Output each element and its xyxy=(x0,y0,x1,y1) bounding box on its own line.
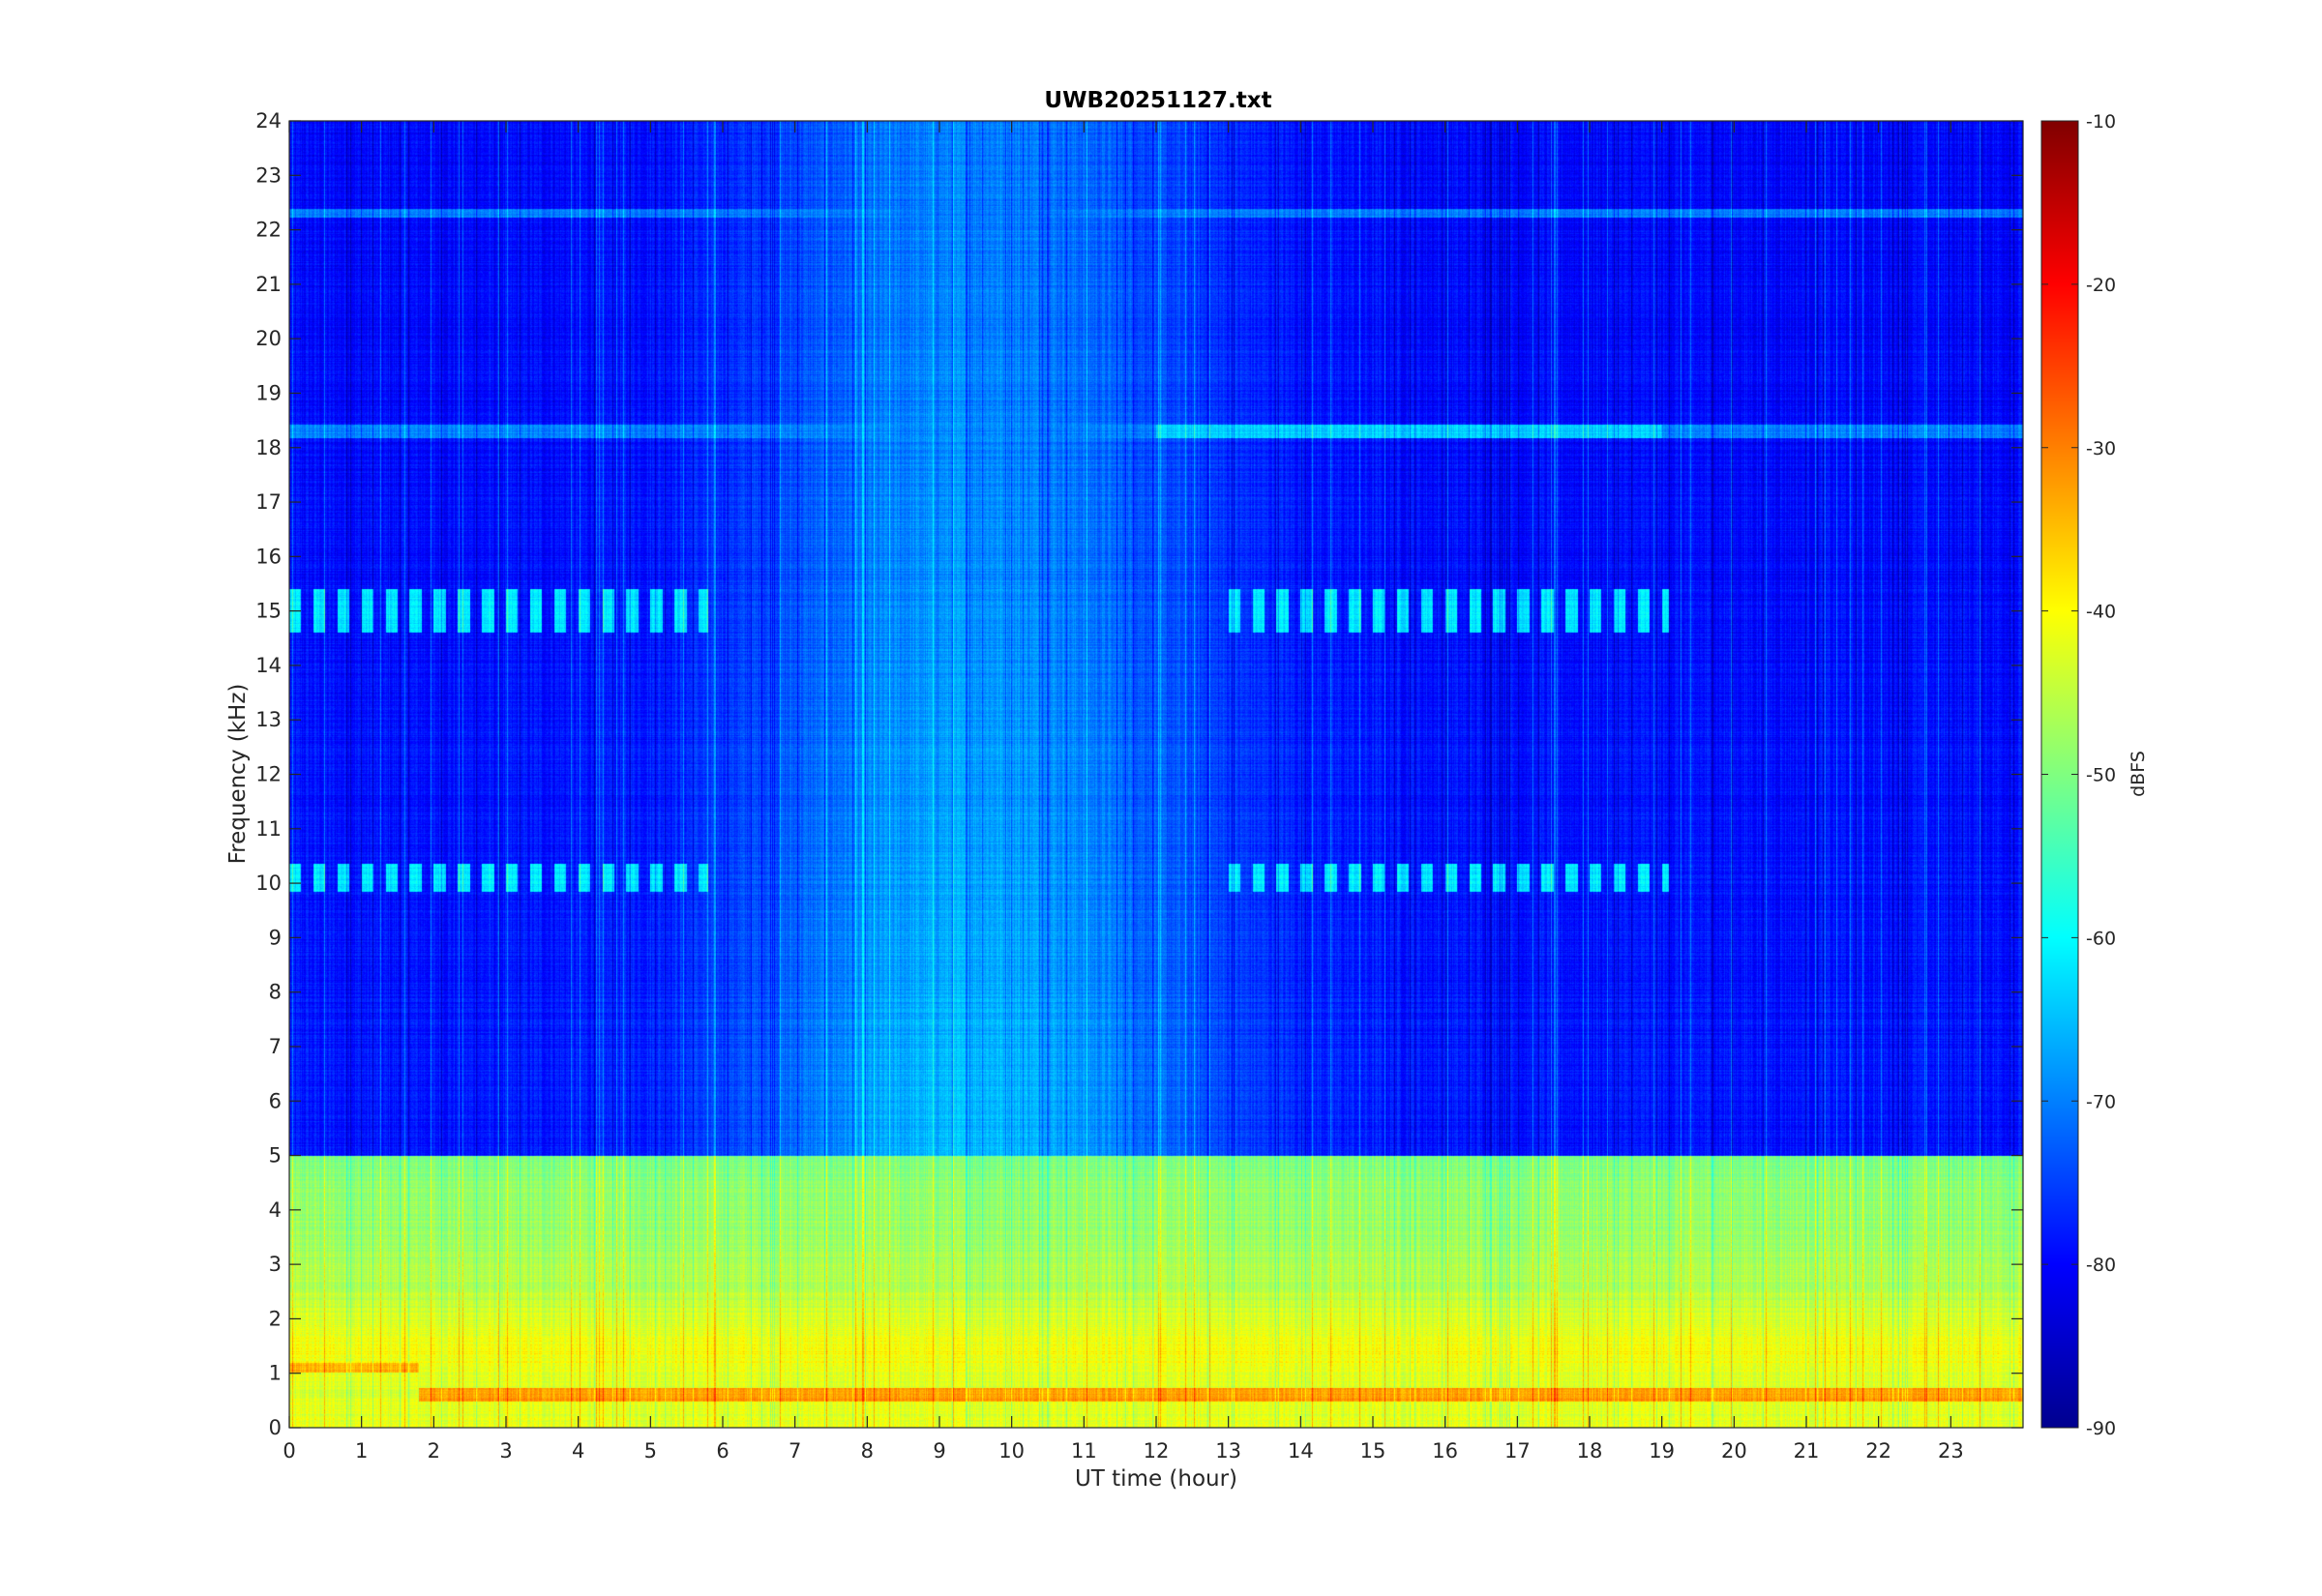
y-tick-label: 19 xyxy=(255,381,282,404)
x-tick-label: 11 xyxy=(1071,1439,1097,1463)
y-tick-label: 20 xyxy=(255,327,282,350)
chart-title: UWB20251127.txt xyxy=(1044,88,1271,113)
x-axis-label: UT time (hour) xyxy=(1075,1466,1237,1492)
y-tick-label: 22 xyxy=(255,219,282,242)
colorbar-tick-label: -50 xyxy=(2086,765,2116,786)
y-tick-label: 15 xyxy=(255,600,282,623)
y-tick-label: 0 xyxy=(269,1416,282,1439)
x-tick-label: 17 xyxy=(1504,1439,1531,1463)
y-tick-label: 10 xyxy=(255,872,282,895)
colorbar: -10 -20 -30 -40 -50 -60 -70 -80 -90 dBFS xyxy=(2040,111,2149,1439)
x-tick-label: 13 xyxy=(1215,1439,1241,1463)
y-tick-label: 23 xyxy=(255,163,282,187)
x-tick-label: 23 xyxy=(1938,1439,1964,1463)
x-tick-label: 18 xyxy=(1577,1439,1603,1463)
x-tick-label: 3 xyxy=(499,1439,512,1463)
x-tick-label: 1 xyxy=(355,1439,368,1463)
y-tick-label: 5 xyxy=(269,1144,282,1167)
spectrogram-heatmap xyxy=(289,121,2023,1428)
x-tick-label: 7 xyxy=(789,1439,801,1463)
colorbar-tick-label: -80 xyxy=(2086,1255,2116,1276)
colorbar-tick-label: -10 xyxy=(2086,111,2116,133)
y-tick-label: 4 xyxy=(269,1198,282,1222)
y-tick-label: 7 xyxy=(269,1035,282,1058)
x-tick-label: 4 xyxy=(572,1439,584,1463)
y-tick-label: 17 xyxy=(255,490,282,514)
y-tick-label: 21 xyxy=(255,273,282,296)
x-tick-label: 12 xyxy=(1144,1439,1170,1463)
x-tick-label: 2 xyxy=(428,1439,440,1463)
x-tick-label: 16 xyxy=(1432,1439,1458,1463)
y-tick-label: 8 xyxy=(269,981,282,1004)
y-tick-label: 13 xyxy=(255,708,282,731)
y-tick-label: 3 xyxy=(269,1253,282,1276)
x-tick-label: 10 xyxy=(998,1439,1025,1463)
y-tick-label: 18 xyxy=(255,436,282,459)
x-tick-label: 21 xyxy=(1794,1439,1820,1463)
y-tick-label: 11 xyxy=(255,817,282,841)
x-tick-label: 20 xyxy=(1721,1439,1747,1463)
x-tick-label: 0 xyxy=(283,1439,295,1463)
y-tick-label: 24 xyxy=(255,109,282,133)
x-tick-label: 14 xyxy=(1288,1439,1314,1463)
x-tick-label: 5 xyxy=(644,1439,657,1463)
colorbar-tick-label: -60 xyxy=(2086,928,2116,949)
x-tick-label: 6 xyxy=(716,1439,729,1463)
x-tick-label: 22 xyxy=(1865,1439,1891,1463)
colorbar-tick-label: -70 xyxy=(2086,1091,2116,1112)
colorbar-tick-label: -90 xyxy=(2086,1418,2116,1439)
y-tick-label: 6 xyxy=(269,1089,282,1112)
x-tick-label: 8 xyxy=(861,1439,874,1463)
y-tick-label: 2 xyxy=(269,1307,282,1330)
y-tick-label: 12 xyxy=(255,763,282,786)
y-tick-label: 16 xyxy=(255,545,282,568)
x-tick-label: 9 xyxy=(933,1439,945,1463)
colorbar-tick-label: -40 xyxy=(2086,602,2116,623)
x-tick-label: 19 xyxy=(1649,1439,1675,1463)
y-axis-label: Frequency (kHz) xyxy=(225,684,251,865)
x-axis: 0 1 2 3 4 5 6 7 8 9 10 11 12 13 14 15 16 17 18 19 20 21 22 23 xyxy=(283,121,1964,1463)
y-tick-label: 9 xyxy=(269,926,282,949)
x-tick-label: 15 xyxy=(1360,1439,1386,1463)
y-tick-label: 1 xyxy=(269,1362,282,1385)
colorbar-tick-label: -20 xyxy=(2086,275,2116,296)
colorbar-tick-label: -30 xyxy=(2086,438,2116,459)
colorbar-label: dBFS xyxy=(2128,751,2149,797)
y-tick-label: 14 xyxy=(255,654,282,677)
plot-area xyxy=(288,120,2024,1429)
colorbar-ticks: -10 -20 -30 -40 -50 -60 -70 -80 -90 xyxy=(2041,111,2116,1439)
